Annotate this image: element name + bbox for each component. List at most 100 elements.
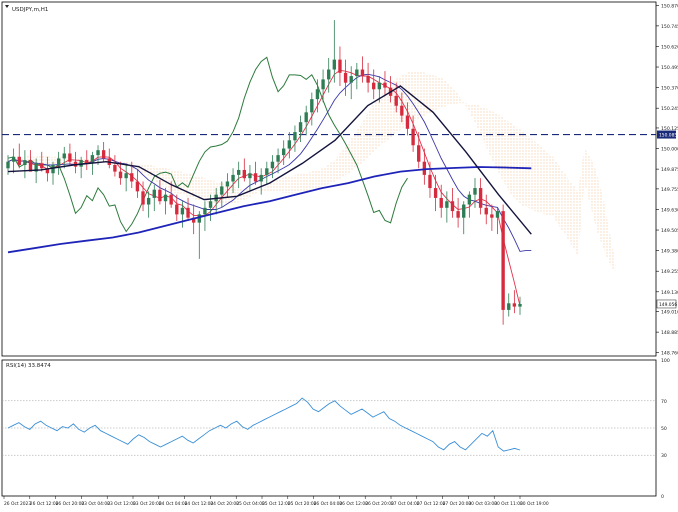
time-tick-label: 27 Oct 20:00	[443, 501, 472, 507]
candle-body	[68, 153, 72, 162]
price-tick-label: 149.630	[661, 207, 678, 213]
candles	[6, 20, 522, 325]
price-tick-label: 149.255	[661, 269, 678, 275]
candle	[433, 174, 438, 212]
candle-body	[501, 211, 505, 310]
candle-body	[518, 303, 522, 307]
candle-body	[51, 165, 55, 174]
candle-body	[462, 204, 466, 218]
candle	[225, 173, 230, 198]
candle-body	[135, 181, 140, 192]
time-tick-label: 30 Oct 11:00	[494, 501, 523, 507]
candle-body	[366, 76, 370, 83]
time-tick-label: 26 Oct 04:00	[314, 501, 343, 507]
candle-body	[394, 95, 398, 106]
candle-body	[293, 132, 297, 141]
candle	[495, 207, 500, 235]
candle	[507, 293, 511, 317]
candle	[276, 148, 280, 174]
price-tick-label: 150.370	[661, 86, 678, 92]
candle	[462, 201, 466, 235]
candle	[118, 161, 123, 185]
candle-body	[231, 174, 235, 182]
candle-body	[338, 59, 342, 73]
candle	[158, 179, 162, 205]
candle-body	[6, 161, 10, 169]
candle-body	[445, 201, 449, 208]
candle	[68, 143, 72, 166]
rsi-tick-label: 100	[661, 358, 670, 364]
candle	[169, 181, 173, 208]
candle	[445, 191, 449, 223]
candle	[512, 290, 517, 314]
ichimoku-cloud	[8, 71, 616, 273]
candle-body	[287, 140, 292, 149]
candle	[85, 150, 89, 170]
candle-body	[85, 160, 89, 164]
candle-body	[270, 161, 275, 169]
candle-body	[225, 181, 230, 187]
candle	[304, 105, 308, 136]
candle	[146, 191, 151, 218]
candle	[293, 125, 297, 152]
time-tick-label: 23 Oct 20:00	[133, 501, 162, 507]
candle	[332, 20, 337, 83]
candle	[439, 184, 443, 218]
candle	[310, 92, 314, 126]
candle-body	[298, 122, 303, 133]
price-tick-label: 150.870	[661, 3, 678, 9]
time-tick-label: 26 Oct 20:00	[365, 501, 394, 507]
candle-body	[450, 201, 455, 212]
candle-body	[197, 214, 201, 223]
candle	[490, 204, 494, 231]
rsi-tick-label: 50	[661, 426, 667, 432]
candle	[405, 102, 410, 136]
candle	[400, 92, 404, 123]
kijun-line	[7, 73, 532, 252]
candle	[518, 296, 522, 315]
candle-body	[327, 69, 331, 80]
candle-body	[512, 303, 517, 307]
candle-body	[456, 211, 460, 218]
candle-body	[11, 156, 16, 162]
price-tick-label: 149.875	[661, 167, 678, 173]
symbol-dropdown-icon	[5, 5, 9, 8]
candle-body	[169, 194, 173, 205]
candle-body	[146, 197, 151, 205]
horizontal-line: 150.085	[2, 130, 677, 139]
candle-body	[28, 160, 33, 172]
candle-body	[242, 169, 246, 179]
candle	[28, 150, 33, 172]
candle-body	[236, 169, 241, 175]
price-tick-label: 150.245	[661, 106, 678, 112]
candle-body	[158, 189, 162, 202]
time-tick-label: 25 Oct 04:00	[236, 501, 265, 507]
price-tick-label: 149.010	[661, 310, 678, 316]
candle	[220, 181, 224, 208]
candle-body	[163, 194, 168, 202]
candle-body	[422, 161, 427, 175]
candle	[343, 59, 348, 96]
candle	[315, 79, 320, 113]
ma-slow-line	[7, 166, 532, 254]
candle-body	[332, 59, 337, 70]
candle	[124, 165, 128, 192]
chart-title: USDJPY,m,H1	[12, 7, 48, 13]
price-tick-label: 150.745	[661, 24, 678, 30]
candle-body	[400, 105, 404, 116]
candle-body	[96, 150, 100, 156]
time-tick-label: 30 Oct 19:00	[520, 501, 549, 507]
candle-body	[23, 160, 27, 166]
candle	[349, 66, 353, 100]
candle-body	[282, 148, 286, 156]
candle	[287, 132, 292, 159]
candle-body	[253, 173, 258, 182]
candle-body	[478, 188, 483, 208]
candle-body	[484, 207, 488, 215]
candle	[231, 168, 235, 193]
candle-body	[130, 173, 134, 182]
rsi-tick-label: 70	[661, 399, 667, 405]
candle-body	[113, 165, 117, 172]
price-tick-label: 148.760	[661, 351, 678, 357]
candle	[478, 178, 483, 215]
